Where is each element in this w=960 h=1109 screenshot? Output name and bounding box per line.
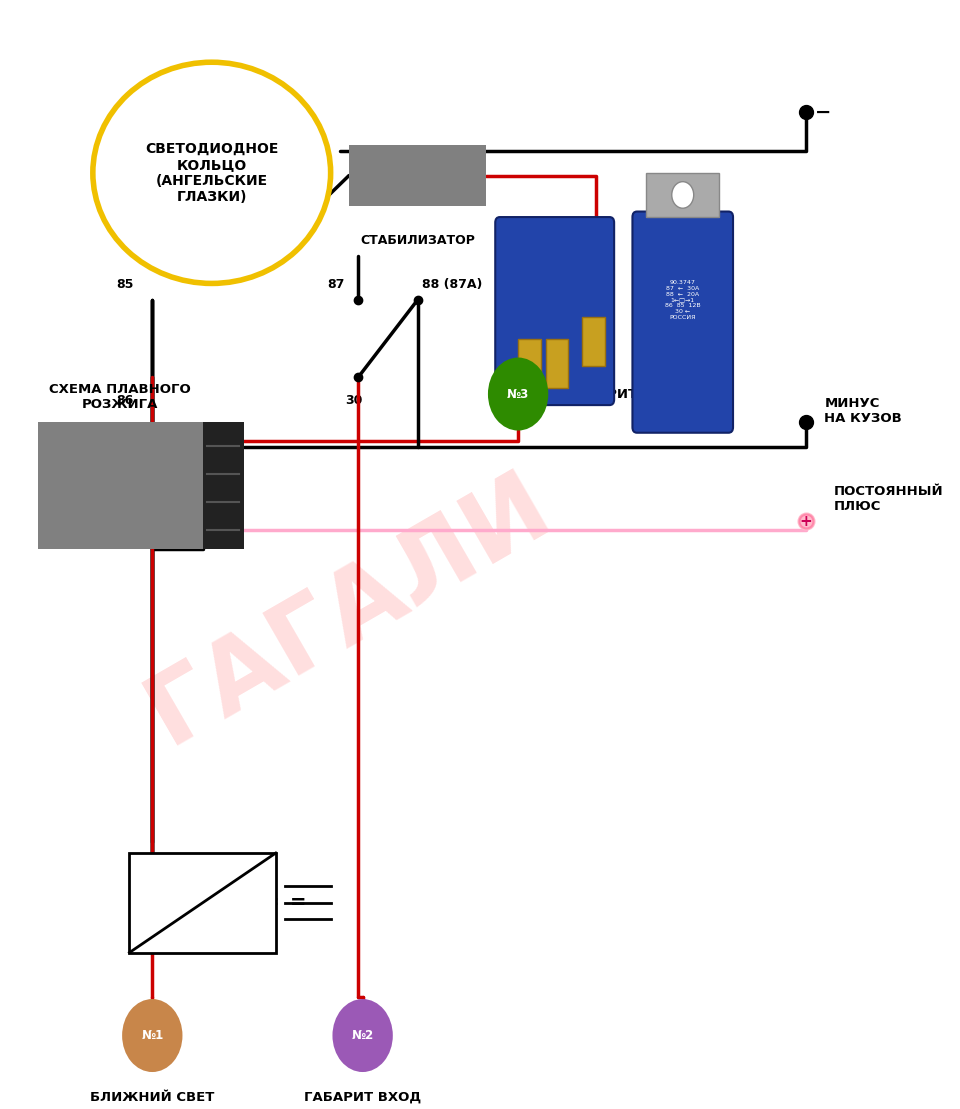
- Text: =: =: [235, 894, 252, 913]
- Text: ПОСТОЯННЫЙ
ПЛЮС: ПОСТОЯННЫЙ ПЛЮС: [833, 485, 944, 513]
- FancyBboxPatch shape: [518, 338, 541, 388]
- Text: +: +: [800, 513, 812, 529]
- Text: №3: №3: [507, 387, 529, 400]
- Circle shape: [672, 182, 694, 208]
- Text: 90.3747
87  ←  30А
88  ←  20А
1←□→1
86  85  12В
30 ←
РОССИЯ: 90.3747 87 ← 30А 88 ← 20А 1←□→1 86 85 12…: [665, 281, 701, 319]
- Text: =: =: [290, 894, 307, 913]
- FancyBboxPatch shape: [545, 338, 568, 388]
- Text: №2: №2: [351, 1029, 373, 1042]
- Circle shape: [332, 999, 393, 1072]
- Text: СТАБИЛИЗАТОР: СТАБИЛИЗАТОР: [360, 234, 475, 246]
- FancyBboxPatch shape: [348, 145, 486, 206]
- Circle shape: [122, 999, 182, 1072]
- Text: =: =: [263, 894, 279, 913]
- FancyBboxPatch shape: [633, 212, 733, 433]
- Text: ГАБАРИТ ВЫХОД: ГАБАРИТ ВЫХОД: [568, 387, 699, 400]
- FancyBboxPatch shape: [582, 316, 605, 366]
- Text: МИНУС
НА КУЗОВ: МИНУС НА КУЗОВ: [825, 397, 902, 425]
- FancyBboxPatch shape: [495, 217, 614, 405]
- Circle shape: [488, 357, 548, 430]
- FancyBboxPatch shape: [203, 421, 244, 549]
- Text: 88 (87А): 88 (87А): [422, 278, 483, 292]
- Text: 85: 85: [116, 278, 134, 292]
- Text: 86: 86: [117, 394, 134, 407]
- Text: 87: 87: [327, 278, 345, 292]
- Text: −: −: [815, 102, 831, 122]
- FancyBboxPatch shape: [38, 421, 203, 549]
- Ellipse shape: [93, 62, 330, 284]
- Bar: [130, 853, 276, 953]
- Text: №1: №1: [141, 1029, 163, 1042]
- Text: ГAГAЛИ: ГAГAЛИ: [131, 456, 567, 764]
- Text: БЛИЖНИЙ СВЕТ: БЛИЖНИЙ СВЕТ: [90, 1091, 214, 1103]
- FancyBboxPatch shape: [646, 173, 719, 217]
- Text: СВЕТОДИОДНОЕ
КОЛЬЦО
(АНГЕЛЬСКИЕ
ГЛАЗКИ): СВЕТОДИОДНОЕ КОЛЬЦО (АНГЕЛЬСКИЕ ГЛАЗКИ): [145, 142, 278, 204]
- Text: 30: 30: [345, 394, 362, 407]
- Text: СХЕМА ПЛАВНОГО
РОЗЖИГА: СХЕМА ПЛАВНОГО РОЗЖИГА: [49, 383, 191, 410]
- Text: ГАБАРИТ ВХОД: ГАБАРИТ ВХОД: [304, 1091, 421, 1103]
